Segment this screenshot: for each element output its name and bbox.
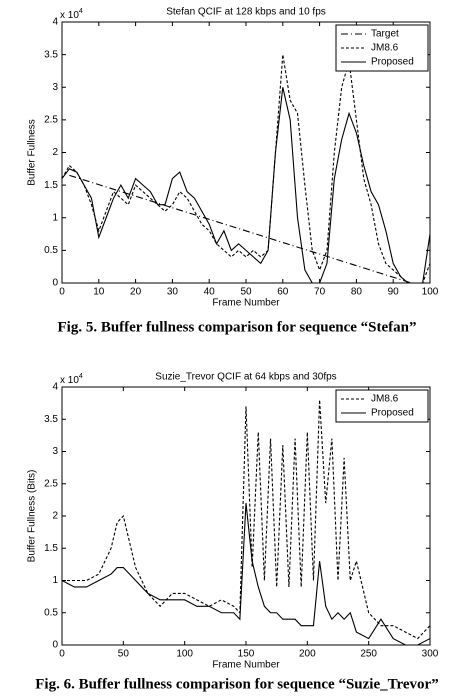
y-tick-label: 0.5: [44, 607, 58, 618]
legend-label: Proposed: [371, 57, 414, 68]
x-tick-label: 100: [176, 649, 193, 660]
x-tick-label: 200: [299, 649, 316, 660]
scale-base: x 10: [60, 10, 79, 21]
y-tick-label: 0.5: [44, 245, 58, 256]
y-tick-label: 4: [52, 382, 58, 393]
y-tick-label: 0: [52, 278, 58, 289]
y-tick-label: 1: [52, 212, 58, 223]
scale-exponent: 4: [79, 8, 83, 15]
series-line: [62, 399, 431, 640]
plot-frame: [61, 386, 431, 646]
x-tick-label: 60: [277, 287, 289, 298]
x-tick-label: 150: [238, 649, 255, 660]
legend-label: Proposed: [371, 408, 414, 419]
series-line: [69, 174, 412, 284]
x-tick-label: 250: [360, 649, 377, 660]
y-tick-label: 2.5: [44, 115, 58, 126]
x-tick-label: 30: [167, 287, 179, 298]
x-tick-label: 100: [422, 287, 439, 298]
y-tick-label: 2.5: [44, 478, 58, 489]
y-tick-label: 2: [52, 147, 58, 158]
y-tick-label: 3.5: [44, 414, 58, 425]
y-tick-label: 3.5: [44, 49, 58, 60]
y-axis-label: Buffer Fullness (Bits): [27, 470, 38, 563]
y-tick-label: 0: [52, 640, 58, 651]
x-tick-label: 300: [422, 649, 439, 660]
figure-caption: Fig. 6. Buffer fullness comparison for s…: [35, 676, 438, 692]
y-tick-label: 3: [52, 82, 58, 93]
series-line: [61, 54, 431, 284]
x-tick-label: 50: [118, 649, 130, 660]
x-tick-label: 70: [314, 287, 326, 298]
scale-label: x 104: [60, 8, 83, 21]
scale-exponent: 4: [79, 373, 83, 380]
x-tick-label: 20: [130, 287, 142, 298]
scale-label: x 104: [60, 373, 83, 386]
chart-title: Stefan QCIF at 128 kbps and 10 fps: [166, 7, 326, 18]
y-tick-label: 1.5: [44, 180, 58, 191]
y-tick-label: 4: [52, 17, 58, 28]
y-tick-label: 1.5: [44, 543, 58, 554]
x-tick-label: 0: [59, 649, 65, 660]
y-axis-label: Buffer Fullness: [27, 119, 38, 186]
legend-label: JM8.6: [371, 394, 399, 405]
x-tick-label: 40: [204, 287, 216, 298]
x-axis-label: Frame Number: [212, 660, 280, 671]
legend-label: Target: [371, 29, 399, 40]
legend-box: [335, 389, 429, 423]
y-tick-label: 3: [52, 446, 58, 457]
series-line: [61, 503, 431, 646]
scale-base: x 10: [60, 375, 79, 386]
chart-title: Suzie_Trevor QCIF at 64 kbps and 30fps: [155, 372, 336, 383]
x-tick-label: 0: [59, 287, 65, 298]
y-tick-label: 2: [52, 511, 58, 522]
legend-label: JM8.6: [371, 43, 399, 54]
series-line: [61, 87, 431, 284]
y-tick-label: 1: [52, 575, 58, 586]
figure-caption: Fig. 5. Buffer fullness comparison for s…: [57, 319, 416, 335]
x-tick-label: 50: [240, 287, 252, 298]
x-tick-label: 80: [351, 287, 363, 298]
x-axis-label: Frame Number: [212, 298, 280, 309]
x-tick-label: 10: [93, 287, 105, 298]
x-tick-label: 90: [388, 287, 400, 298]
